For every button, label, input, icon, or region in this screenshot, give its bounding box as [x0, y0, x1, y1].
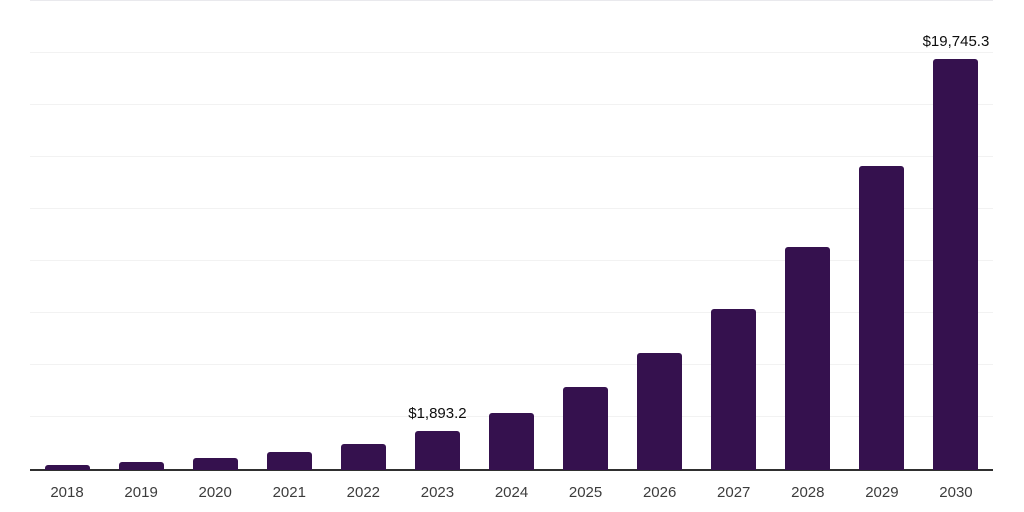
gridline	[30, 52, 993, 53]
gridline	[30, 208, 993, 209]
x-tick-label-2026: 2026	[642, 484, 677, 501]
x-tick-label-2030: 2030	[939, 484, 973, 501]
data-label-2023: $1,893.2	[408, 404, 467, 422]
bar-2021	[266, 452, 312, 470]
x-tick-label-2023: 2023	[420, 484, 455, 501]
x-tick-label-2018: 2018	[50, 484, 84, 501]
bar-2027	[711, 309, 757, 470]
gridline	[30, 260, 993, 261]
x-tick-label-2028: 2028	[791, 484, 825, 501]
x-axis-labels: 2018 2019 2020 2021 2022 2023 2024 2025 2026 2027…	[30, 470, 993, 512]
bar-2018	[44, 465, 90, 470]
bar-2026	[637, 353, 683, 470]
x-tick-label-2025: 2025	[568, 484, 603, 501]
bar-2023	[414, 430, 460, 470]
x-tick-label-2020: 2020	[198, 484, 232, 501]
bar-2019	[118, 462, 164, 470]
gridline	[30, 364, 993, 365]
x-tick-label-2024: 2024	[494, 484, 529, 501]
data-label-2030: $19,745.3	[922, 33, 990, 51]
bar-2028	[785, 247, 831, 470]
bar-2020	[192, 457, 238, 470]
x-tick-label-2022: 2022	[346, 484, 381, 501]
x-tick-label-2021: 2021	[272, 484, 306, 501]
x-tick-label-2027: 2027	[717, 484, 751, 501]
gridline	[30, 104, 993, 105]
bar-2024	[489, 413, 534, 470]
gridline	[30, 0, 993, 1]
bar-2030	[933, 59, 979, 470]
x-tick-label-2029: 2029	[865, 484, 899, 501]
x-tick-label-2019: 2019	[124, 484, 158, 501]
bar-2025	[563, 387, 609, 470]
gridline	[30, 312, 993, 313]
bar-2022	[340, 444, 386, 470]
bar-2029	[859, 165, 905, 470]
plot-area: $1,893.2 $19,745.3	[30, 0, 993, 471]
x-axis-line	[30, 469, 993, 471]
gridline	[30, 156, 993, 157]
